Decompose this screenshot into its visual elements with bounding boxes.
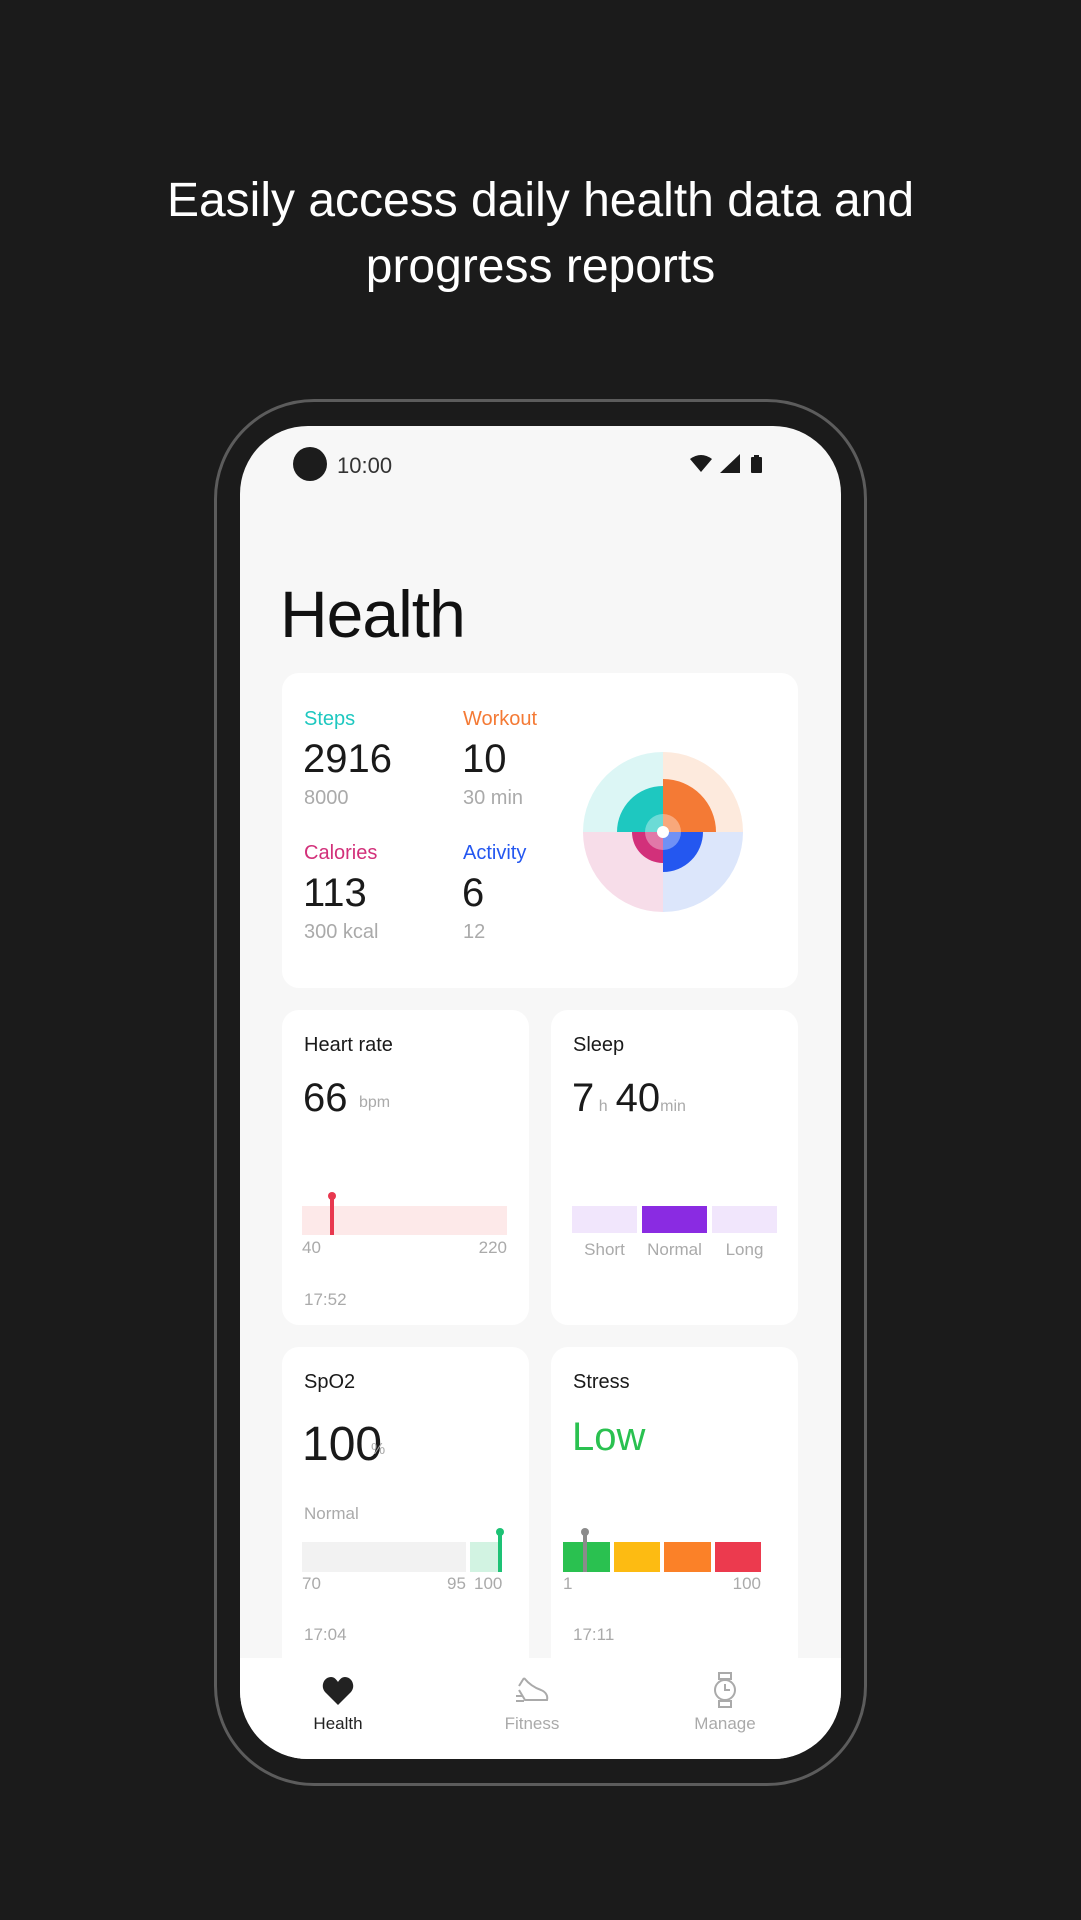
heart-icon xyxy=(322,1677,354,1705)
nav-manage-label: Manage xyxy=(694,1714,756,1733)
stress-level: Low xyxy=(572,1415,646,1459)
nav-fitness-label: Fitness xyxy=(504,1714,560,1733)
nav-manage[interactable]: Manage xyxy=(645,1658,805,1759)
sleep-hours-unit: h xyxy=(598,1098,608,1115)
heart-rate-time: 17:52 xyxy=(304,1290,347,1309)
workout-ring-progress xyxy=(663,779,716,832)
stress-segment xyxy=(664,1542,711,1572)
spo2-value: 100 xyxy=(302,1418,383,1471)
sleep-segment-label: Long xyxy=(725,1240,764,1259)
stress-segment xyxy=(613,1542,660,1572)
spo2-marker xyxy=(496,1528,504,1572)
activity-label: Activity xyxy=(463,842,527,864)
bottom-nav: Health Fitness Manage xyxy=(240,1658,841,1759)
stress-marker xyxy=(581,1528,589,1572)
stress-time: 17:11 xyxy=(573,1625,615,1644)
camera-cutout xyxy=(293,447,327,481)
spo2-min: 70 xyxy=(302,1574,321,1593)
heart-rate-title: Heart rate xyxy=(304,1034,393,1056)
battery-icon xyxy=(751,455,762,473)
nav-fitness[interactable]: Fitness xyxy=(452,1658,612,1759)
ring-center-dot xyxy=(657,826,669,838)
signal-icon xyxy=(720,454,740,473)
heart-rate-card[interactable]: Heart rate 66 bpm 40 220 17:52 xyxy=(282,1010,529,1325)
headline-line2: progress reports xyxy=(365,240,716,293)
sleep-title: Sleep xyxy=(573,1034,625,1056)
wifi-icon xyxy=(690,455,712,472)
spo2-mid: 95 xyxy=(447,1574,466,1593)
spo2-card[interactable]: SpO2 100 % Normal 70 95 100 17:04 xyxy=(282,1347,529,1677)
nav-health[interactable]: Health xyxy=(258,1658,418,1759)
workout-goal: 30 min xyxy=(463,787,524,809)
status-time: 10:00 xyxy=(337,453,393,478)
nav-health-label: Health xyxy=(313,1714,363,1733)
workout-value: 10 xyxy=(462,737,507,781)
sleep-segment-long: Long xyxy=(712,1206,777,1259)
sleep-segment-normal: Normal xyxy=(642,1206,707,1259)
sleep-minutes: 40 xyxy=(615,1076,661,1120)
phone-frame xyxy=(214,399,867,1786)
status-icons xyxy=(690,454,762,473)
spo2-unit: % xyxy=(371,1441,386,1458)
calories-value: 113 xyxy=(303,871,367,915)
sleep-segment-short: Short xyxy=(572,1206,637,1259)
heart-rate-range-bar xyxy=(302,1206,507,1235)
steps-label: Steps xyxy=(304,708,356,730)
sneaker-icon xyxy=(516,1677,549,1702)
spo2-time: 17:04 xyxy=(304,1625,347,1644)
spo2-title: SpO2 xyxy=(304,1371,356,1393)
stress-segment xyxy=(714,1542,761,1572)
sleep-hours: 7 xyxy=(572,1076,595,1120)
activity-rings-chart xyxy=(583,752,743,912)
activity-goal: 12 xyxy=(463,921,486,943)
spo2-low-range xyxy=(302,1542,466,1572)
calories-goal: 300 kcal xyxy=(304,921,379,943)
sleep-segment-label: Normal xyxy=(647,1240,702,1259)
stress-max: 100 xyxy=(732,1574,761,1593)
heart-rate-marker xyxy=(327,1192,336,1235)
heart-rate-max: 220 xyxy=(478,1238,507,1257)
steps-ring-progress xyxy=(617,786,663,832)
calories-ring-progress xyxy=(632,832,663,863)
phone-screen: 10:00 Health Steps 2916 8000 Workout 10 … xyxy=(240,426,841,1759)
sleep-quality-bar: Short Normal Long xyxy=(572,1206,777,1259)
activity-value: 6 xyxy=(462,871,485,915)
stress-scale-bar xyxy=(563,1542,761,1572)
stress-title: Stress xyxy=(573,1371,630,1393)
sleep-card[interactable]: Sleep 7 h 40min Short Normal Long xyxy=(551,1010,798,1325)
sleep-duration: 7 h 40min xyxy=(572,1076,686,1121)
stress-min: 1 xyxy=(563,1574,573,1593)
spo2-status: Normal xyxy=(304,1504,359,1523)
steps-value: 2916 xyxy=(303,737,392,781)
sleep-segment-label: Short xyxy=(584,1240,625,1259)
workout-label: Workout xyxy=(463,708,538,730)
steps-goal: 8000 xyxy=(304,787,349,809)
activity-ring-progress xyxy=(663,832,703,872)
stress-card[interactable]: Stress Low 1 100 17:11 xyxy=(551,1347,798,1677)
headline: Easily access daily health data and prog… xyxy=(0,168,1081,300)
page-title: Health xyxy=(280,577,466,651)
heart-rate-min: 40 xyxy=(302,1238,321,1257)
sleep-minutes-unit: min xyxy=(660,1098,686,1115)
heart-rate-unit: bpm xyxy=(359,1094,391,1111)
headline-line1: Easily access daily health data and xyxy=(166,174,915,227)
heart-rate-value: 66 xyxy=(303,1076,348,1120)
spo2-max: 100 xyxy=(474,1574,503,1593)
summary-card[interactable]: Steps 2916 8000 Workout 10 30 min Calori… xyxy=(282,673,798,988)
watch-icon xyxy=(714,1672,736,1708)
spo2-normal-range xyxy=(470,1542,502,1572)
calories-label: Calories xyxy=(304,842,378,864)
